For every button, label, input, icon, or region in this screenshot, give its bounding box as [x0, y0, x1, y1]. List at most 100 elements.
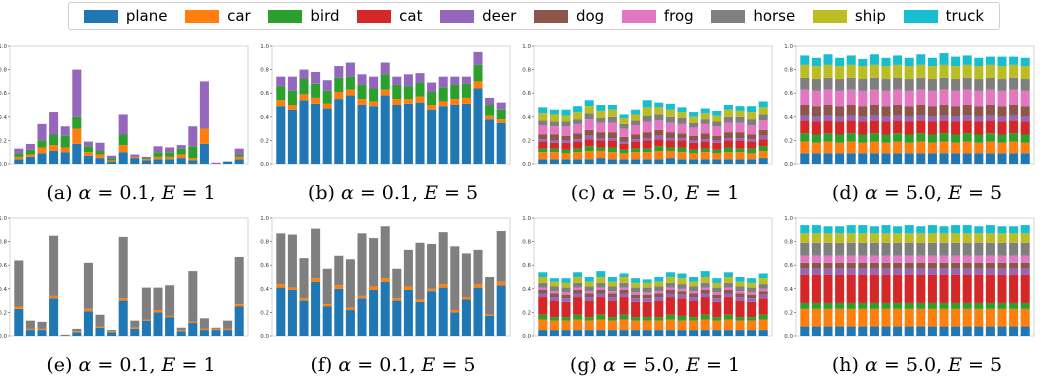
subfigure-caption: (h) α = 5.0, E = 5: [831, 354, 1003, 376]
bar-segment-dog: [997, 262, 1007, 269]
bar-segment-deer: [974, 116, 984, 122]
bar-segment-deer: [596, 138, 606, 141]
bar-segment-truck: [881, 225, 891, 234]
bar-segment-car: [165, 315, 175, 318]
bar-segment-deer: [311, 71, 321, 84]
bar-segment-horse: [811, 242, 821, 256]
bar-segment-bird: [176, 148, 186, 155]
bar-segment-ship: [654, 281, 664, 287]
bar-segment-deer: [939, 268, 949, 275]
bar-segment-horse: [176, 327, 186, 331]
bar-segment-deer: [858, 268, 868, 275]
bar-segment-plane: [735, 330, 745, 336]
bar-segment-cat: [689, 142, 699, 150]
bar-segment-horse: [95, 314, 105, 327]
stacked-bar-chart: 0.0 0.2 0.4 0.6 0.8 1.0: [784, 44, 1035, 168]
bar-segment-plane: [927, 326, 937, 336]
bar-segment-deer: [380, 62, 390, 75]
bar-segment-deer: [811, 268, 821, 275]
bar-segment-horse: [985, 242, 995, 256]
bar-segment-bird: [800, 302, 810, 309]
bar-segment-cat: [835, 121, 845, 135]
bar-segment-horse: [380, 226, 390, 279]
legend-label: car: [227, 7, 251, 25]
bar-segment-deer: [985, 268, 995, 275]
legend-item-dog: dog: [533, 7, 604, 25]
bar-segment-dog: [1009, 105, 1019, 116]
bar-segment-car: [380, 89, 390, 96]
bar-segment-frog: [985, 255, 995, 263]
y-tick-label: 0.6: [522, 91, 531, 97]
bar-segment-bird: [118, 134, 128, 146]
bar-segment-truck: [596, 105, 606, 111]
bar-segment-ship: [723, 109, 733, 117]
bar-segment-ship: [561, 282, 571, 288]
bar-segment-deer: [427, 82, 437, 93]
bar-segment-deer: [997, 116, 1007, 122]
bar-segment-car: [858, 308, 868, 327]
bar-segment-frog: [904, 255, 914, 263]
bar-segment-deer: [893, 268, 903, 275]
bar-segment-dog: [735, 293, 745, 298]
bar-segment-horse: [223, 320, 233, 329]
bar-segment-car: [461, 297, 471, 300]
bar-segment-plane: [631, 159, 641, 164]
bar-segment-bird: [1020, 134, 1030, 143]
bar-segment-bird: [1009, 302, 1019, 309]
bar-segment-ship: [985, 64, 995, 78]
bar-segment-horse: [939, 77, 949, 90]
bar-segment-horse: [485, 277, 495, 315]
y-tick-label: 0.2: [0, 310, 7, 316]
bar-segment-deer: [893, 115, 903, 121]
bar-segment-horse: [141, 287, 151, 320]
bar-segment-plane: [49, 151, 59, 164]
bar-segment-plane: [811, 153, 821, 164]
bar-segment-plane: [1020, 326, 1030, 336]
bar-segment-bird: [881, 134, 891, 143]
bar-segment-frog: [811, 90, 821, 107]
bar-segment-car: [211, 328, 221, 331]
bar-segment-truck: [846, 55, 856, 65]
bar-segment-deer: [596, 293, 606, 298]
bar-segment-horse: [758, 284, 768, 289]
bar-segment-deer: [473, 51, 483, 65]
bar-segment-cat: [712, 142, 722, 150]
bar-segment-truck: [881, 57, 891, 67]
bar-segment-car: [299, 94, 309, 101]
bar-segment-ship: [596, 110, 606, 118]
bar-segment-horse: [997, 242, 1007, 256]
bar-segment-plane: [712, 330, 722, 336]
bar-segment-cat: [974, 121, 984, 135]
bar-segment-ship: [596, 277, 606, 283]
bar-segment-cat: [654, 139, 664, 147]
bar-segment-car: [176, 330, 186, 332]
bar-segment-car: [176, 154, 186, 159]
bar-segment-frog: [893, 89, 903, 105]
y-tick-label: 0.8: [0, 68, 7, 74]
bar-segment-plane: [985, 153, 995, 164]
bar-segment-ship: [893, 233, 903, 243]
bar-segment-deer: [369, 76, 379, 89]
bar-segment-car: [893, 308, 903, 327]
bar-segment-dog: [835, 106, 845, 117]
bar-segment-plane: [345, 95, 355, 164]
bar-segment-bird: [287, 90, 297, 105]
bar-segment-truck: [869, 226, 879, 234]
subfigure-caption: (e) α = 0.1, E = 1: [46, 354, 216, 376]
bar-segment-ship: [951, 233, 961, 243]
bar-segment-truck: [835, 226, 845, 234]
bar-segment-plane: [916, 153, 926, 164]
bar-segment-ship: [677, 112, 687, 118]
bar-segment-cat: [846, 120, 856, 134]
bar-segment-frog: [561, 292, 571, 295]
bar-segment-plane: [747, 159, 757, 164]
bar-segment-horse: [747, 119, 757, 126]
bar-segment-bird: [83, 146, 93, 153]
bar-segment-car: [199, 128, 209, 144]
bar-segment-car: [49, 145, 59, 152]
y-tick-label: 0.2: [522, 310, 531, 316]
bar-segment-plane: [584, 159, 594, 164]
bar-segment-plane: [287, 109, 297, 164]
bar-segment-ship: [584, 281, 594, 287]
bar-segment-frog: [823, 255, 833, 263]
